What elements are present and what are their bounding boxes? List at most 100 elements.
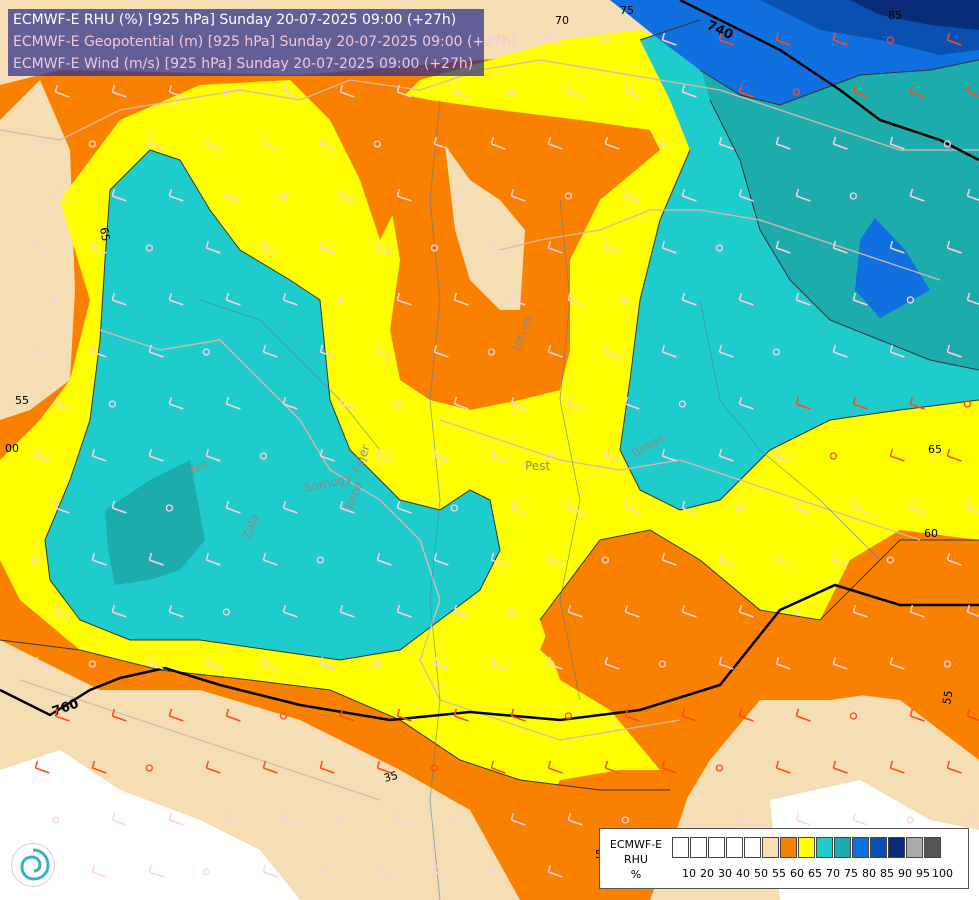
calm-wind-marker [621, 816, 630, 824]
wind-barb [946, 240, 962, 254]
calm-wind-marker [373, 140, 382, 148]
calm-wind-marker [601, 36, 610, 44]
wind-barb [148, 136, 164, 150]
wind-barb [604, 136, 620, 150]
wind-barb [738, 604, 754, 618]
wind-barb [946, 552, 962, 566]
calm-wind-marker [108, 400, 117, 408]
legend-swatch [798, 837, 815, 858]
rhu-label: 65 [97, 226, 112, 242]
wind-barb [775, 552, 791, 566]
calm-wind-marker [849, 712, 858, 720]
legend-tick: 10 [682, 867, 696, 880]
wind-barbs [31, 32, 979, 878]
wind-barb [775, 760, 791, 774]
wind-barb [661, 448, 677, 462]
wind-barb [111, 708, 127, 722]
calm-wind-marker [222, 88, 231, 96]
wind-barb [889, 760, 905, 774]
wind-barb [547, 32, 563, 46]
wind-barb [490, 760, 506, 774]
legend-title-line2: RHU [624, 853, 648, 866]
wind-barb [205, 760, 221, 774]
wind-barb [738, 708, 754, 722]
wind-barb [510, 396, 526, 410]
wind-barb [433, 656, 449, 670]
calm-wind-marker [658, 660, 667, 668]
wind-barb [339, 396, 355, 410]
wind-barb [453, 84, 469, 98]
legend-tick: 50 [754, 867, 768, 880]
title-geopotential: ECMWF-E Geopotential (m) [925 hPa] Sunda… [13, 34, 517, 50]
wind-barb [433, 448, 449, 462]
wind-barb [567, 500, 583, 514]
legend-tick: 75 [844, 867, 858, 880]
calm-wind-marker [943, 140, 952, 148]
calm-wind-marker [772, 348, 781, 356]
rhu-label: 55 [15, 394, 29, 407]
calm-wind-marker [735, 504, 744, 512]
wind-barb [624, 396, 640, 410]
wind-barb [339, 84, 355, 98]
wind-barb [718, 344, 734, 358]
wind-barb [547, 760, 563, 774]
wind-barb [738, 812, 754, 826]
wind-barb [832, 32, 848, 46]
wind-barb [54, 84, 70, 98]
wind-barb [205, 552, 221, 566]
map-title-box: ECMWF-E RHU (%) [925 hPa] Sunday 20-07-2… [8, 9, 517, 76]
wind-barb [852, 292, 868, 306]
wind-barb [889, 344, 905, 358]
wind-barb [111, 604, 127, 618]
wind-barb [909, 188, 925, 202]
legend-tick: 90 [898, 867, 912, 880]
wind-barb [54, 500, 70, 514]
wind-barb [453, 396, 469, 410]
wind-barb [376, 552, 392, 566]
wind-barb [604, 656, 620, 670]
legend-swatch [708, 837, 725, 858]
wind-barb [775, 32, 791, 46]
wind-barb [34, 448, 50, 462]
rhu-label: 65 [928, 443, 942, 456]
wind-barb [738, 188, 754, 202]
wind-barb [681, 500, 697, 514]
wind-barb [681, 708, 697, 722]
wind-barb [34, 136, 50, 150]
wind-barb [91, 864, 107, 878]
wind-barb [205, 136, 221, 150]
wind-barb [34, 344, 50, 358]
legend-unit: % [630, 868, 642, 881]
calm-wind-marker [906, 816, 915, 824]
wind-barb [54, 708, 70, 722]
calm-wind-marker [279, 192, 288, 200]
wind-barb [681, 84, 697, 98]
wind-barb [34, 240, 50, 254]
rhu-contour-lines [0, 19, 979, 791]
title-wind: ECMWF-E Wind (m/s) [925 hPa] Sunday 20-0… [13, 56, 474, 72]
wind-barb [718, 656, 734, 670]
wind-barb [453, 812, 469, 826]
wind-barb [795, 292, 811, 306]
wind-barb [91, 344, 107, 358]
wind-barb [624, 84, 640, 98]
wind-barb [681, 292, 697, 306]
legend-swatch [852, 837, 869, 858]
calm-wind-marker [963, 400, 972, 408]
wind-barb [567, 604, 583, 618]
wind-barb [319, 864, 335, 878]
calm-wind-marker [336, 816, 345, 824]
wind-barb [91, 760, 107, 774]
wind-barb [111, 84, 127, 98]
legend-tick: 20 [700, 867, 714, 880]
wind-barb [624, 500, 640, 514]
wind-barb [852, 604, 868, 618]
calm-wind-marker [51, 296, 60, 304]
wind-barb [168, 188, 184, 202]
wind-barb [91, 448, 107, 462]
calm-wind-marker [202, 348, 211, 356]
rivers [199, 99, 881, 900]
wind-barb [225, 812, 241, 826]
wind-barb [205, 448, 221, 462]
